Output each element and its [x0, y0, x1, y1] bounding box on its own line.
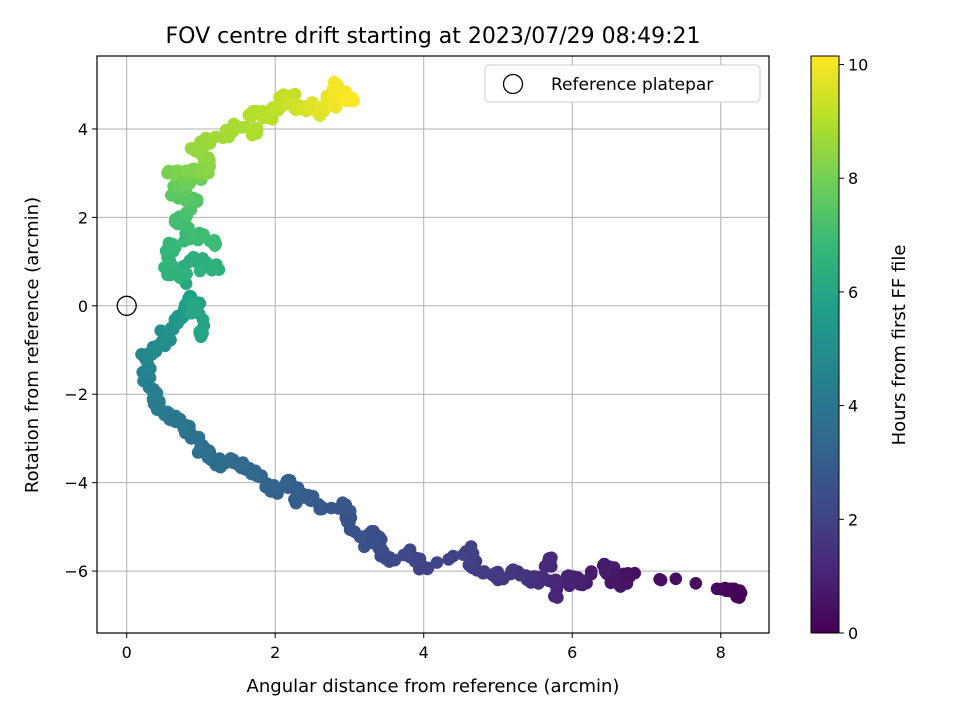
data-points	[135, 75, 748, 604]
data-point	[235, 121, 249, 134]
data-point	[209, 237, 223, 251]
data-point	[506, 563, 520, 576]
colorbar-tick-label: 2	[848, 510, 858, 529]
y-axis-ticks: −6 −4 −2 0 2 4	[64, 120, 97, 581]
data-point	[169, 164, 183, 178]
reference-point-marker	[116, 295, 137, 316]
legend-box	[484, 64, 761, 103]
data-point	[205, 263, 219, 277]
data-point	[358, 540, 371, 554]
data-point	[585, 565, 598, 578]
y-tick-label: 2	[78, 208, 88, 227]
data-point	[250, 122, 264, 135]
colorbar-gradient	[810, 55, 840, 634]
y-tick-label: −2	[64, 385, 88, 404]
data-point	[540, 558, 553, 572]
data-point	[563, 579, 576, 593]
data-point	[689, 577, 703, 590]
data-point	[548, 590, 561, 603]
x-tick-label: 6	[567, 643, 577, 662]
colorbar-label: Hours from first FF file	[889, 245, 910, 446]
colorbar-ticks: 0 2 4 6 8 10	[839, 56, 868, 643]
plot-frame	[96, 55, 770, 634]
legend-entry-reference-platepar: Reference platepar	[551, 75, 713, 95]
colorbar: 0 2 4 6 8 10 Hours from first FF file	[810, 55, 910, 643]
data-point	[442, 553, 455, 566]
x-axis-ticks: 0 2 4 6 8	[122, 633, 726, 662]
data-point	[247, 105, 260, 118]
x-tick-label: 8	[716, 643, 726, 662]
data-point	[166, 238, 180, 251]
colorbar-tick-label: 4	[848, 397, 858, 416]
data-point	[413, 552, 427, 566]
colorbar-tick-label: 0	[848, 624, 858, 643]
data-point	[196, 327, 209, 340]
data-point	[184, 142, 198, 155]
data-point	[342, 90, 356, 104]
y-tick-label: −4	[64, 474, 88, 493]
legend-marker	[502, 73, 524, 95]
data-point	[259, 480, 272, 494]
x-tick-label: 4	[419, 643, 429, 662]
data-point	[710, 582, 724, 596]
data-point	[193, 226, 206, 240]
data-point	[598, 565, 612, 578]
data-point	[325, 501, 338, 515]
reference-layer	[116, 295, 137, 316]
data-point	[288, 493, 301, 506]
chart-title: FOV centre drift starting at 2023/07/29 …	[166, 24, 701, 49]
y-tick-label: 4	[78, 120, 88, 139]
x-tick-label: 0	[122, 643, 132, 662]
data-point	[279, 478, 292, 491]
colorbar-tick-label: 8	[848, 169, 858, 188]
colorbar-tick-label: 6	[848, 283, 858, 302]
data-point	[187, 297, 201, 311]
data-point	[193, 264, 207, 278]
x-tick-label: 2	[270, 643, 280, 662]
x-axis-label: Angular distance from reference (arcmin)	[247, 676, 620, 697]
legend: Reference platepar	[484, 64, 761, 103]
y-axis-label: Rotation from reference (arcmin)	[22, 197, 43, 493]
data-point	[249, 464, 262, 478]
data-point	[653, 573, 666, 586]
colorbar-tick-label: 10	[848, 56, 868, 75]
data-point	[669, 572, 683, 586]
y-tick-label: 0	[78, 297, 88, 316]
y-tick-label: −6	[64, 562, 88, 581]
data-point	[457, 548, 470, 561]
